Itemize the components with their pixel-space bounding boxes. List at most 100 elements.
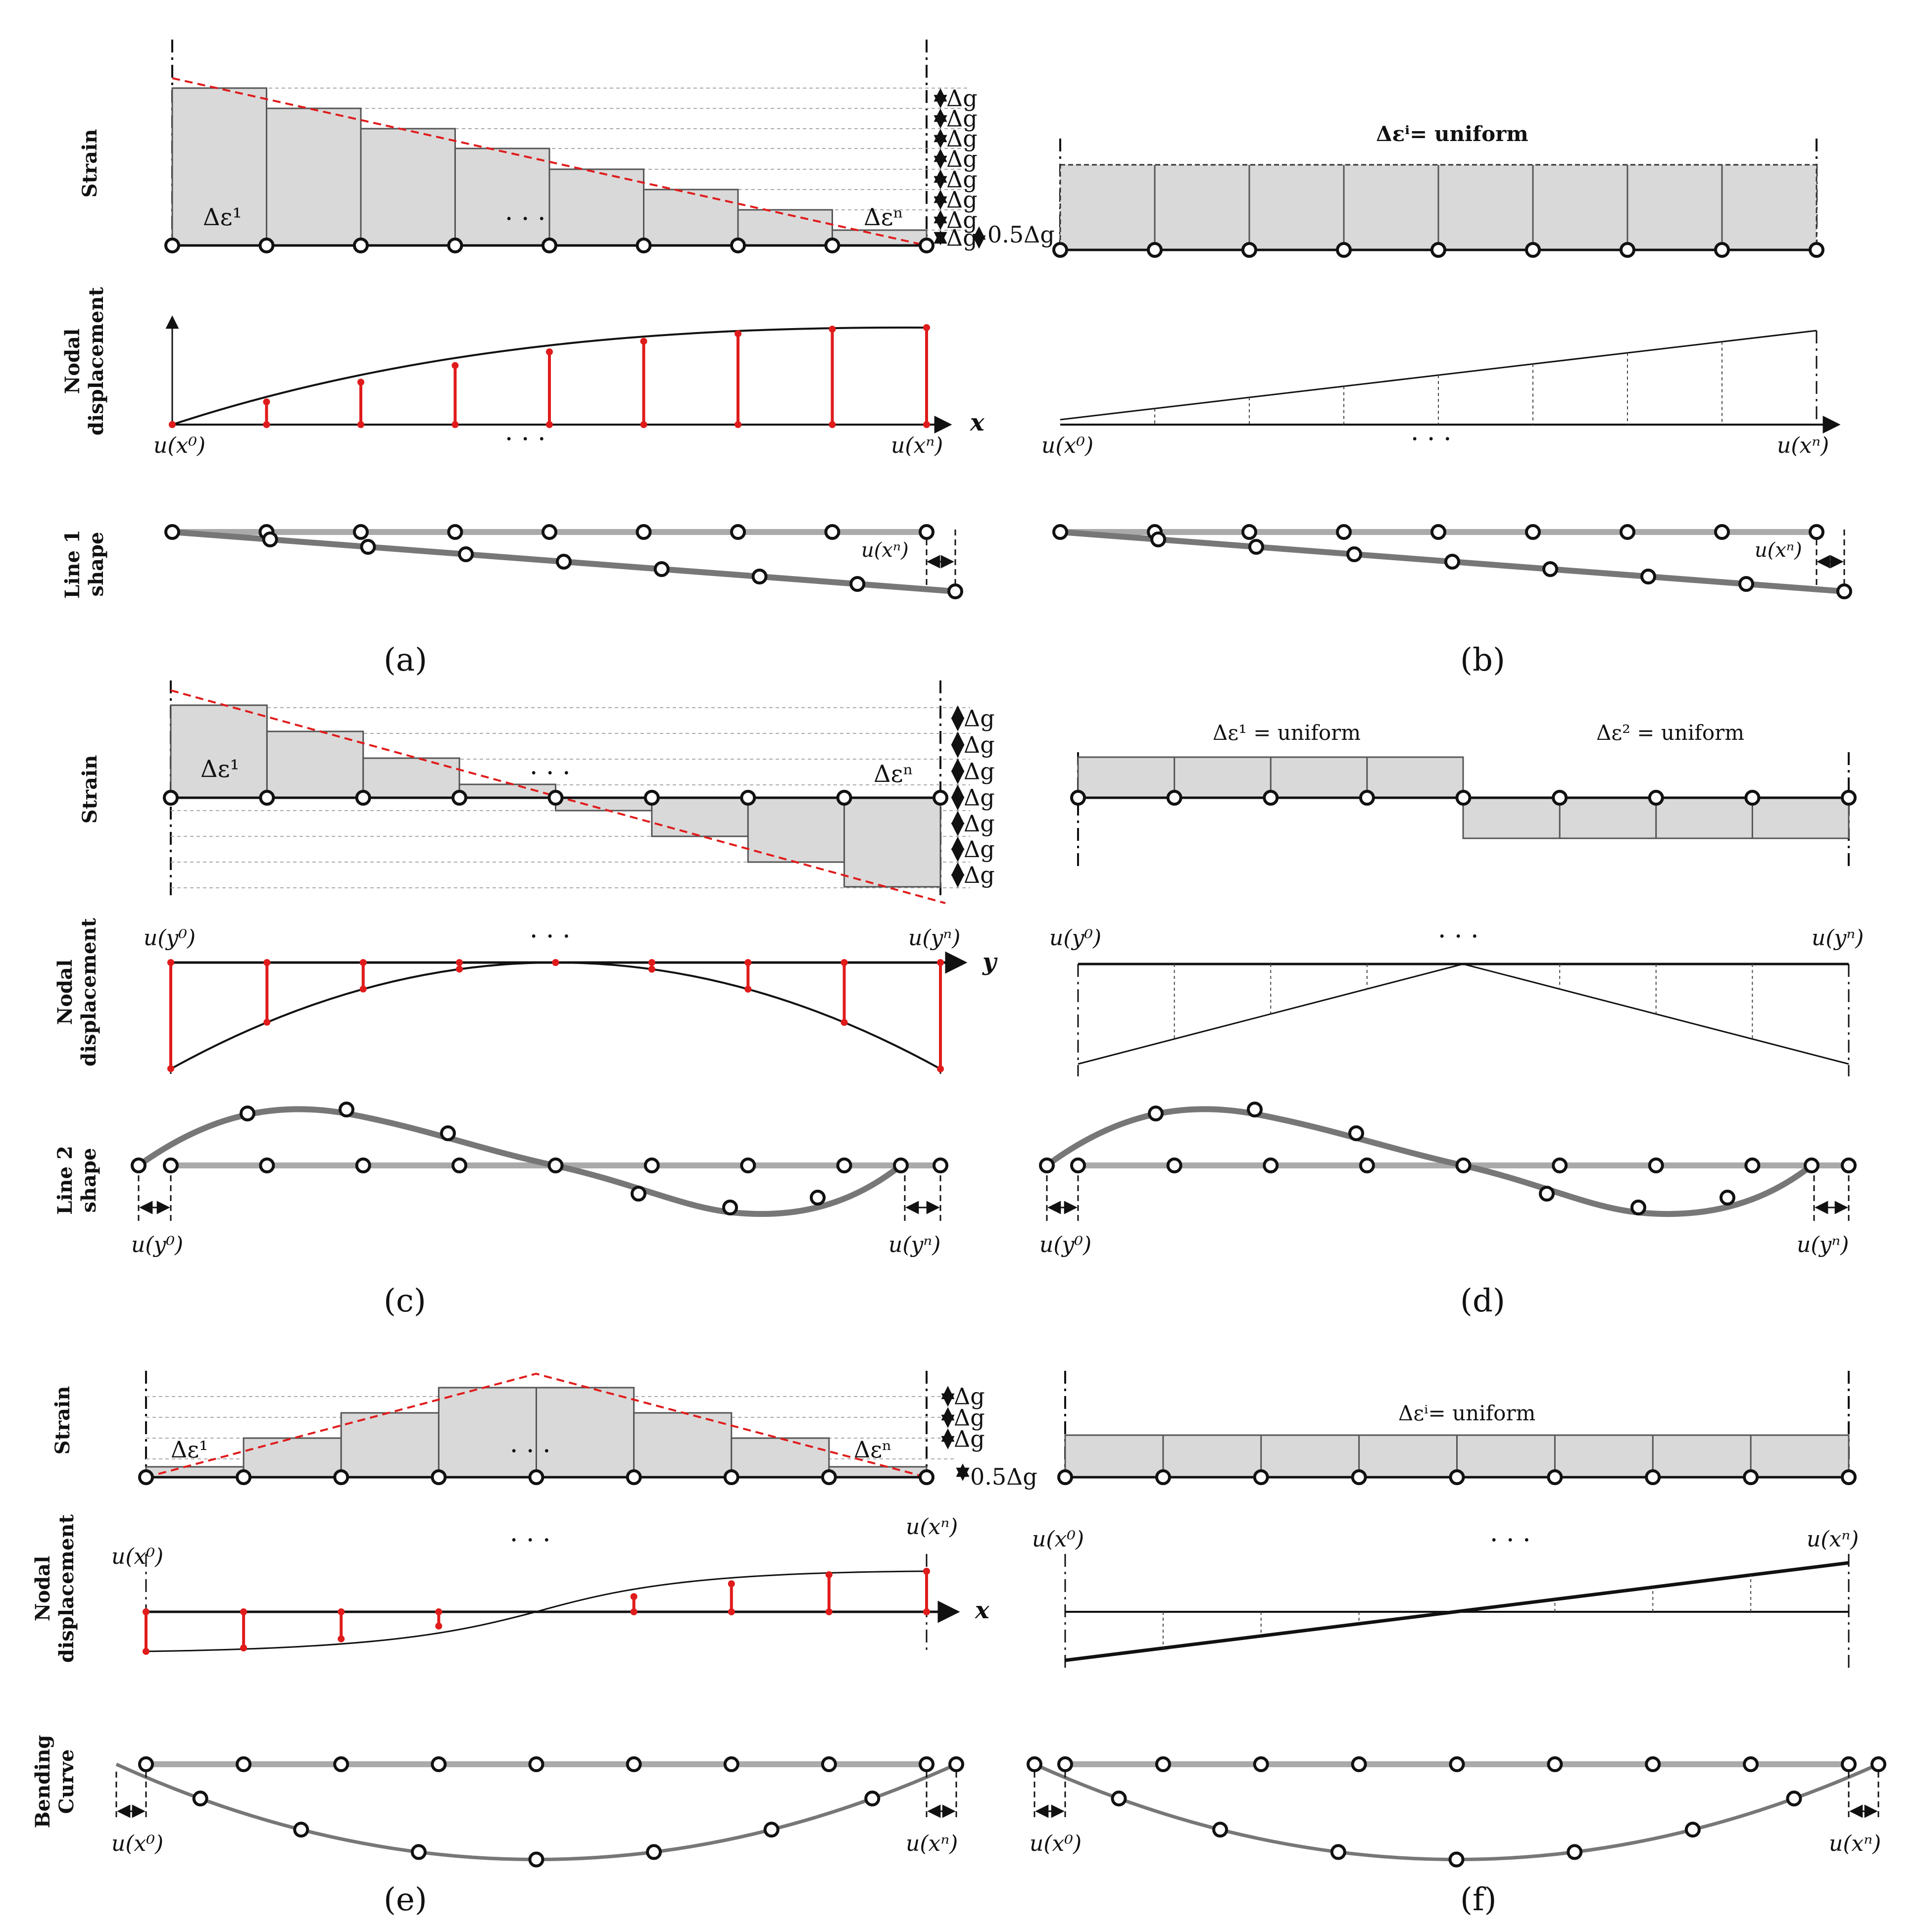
node-circle (723, 1469, 739, 1485)
node-circle (740, 790, 756, 806)
row-label-bending: Bending (31, 1735, 54, 1829)
stem-dot (829, 421, 836, 428)
bending-curve-f: u(x⁰) u(xⁿ) (1027, 1756, 1886, 1868)
u-yn-label: u(yⁿ) (888, 1232, 940, 1257)
node-circle (339, 1102, 354, 1117)
node-circle (353, 238, 369, 253)
node-circle (1057, 1756, 1073, 1772)
node-circle (933, 1158, 948, 1173)
stem-dot (451, 421, 459, 428)
node-circle (722, 1200, 738, 1215)
node-circle (849, 576, 866, 592)
row-label-shape: shape (85, 532, 108, 597)
strain-nodes (1052, 242, 1824, 258)
ellipsis: · · · (1411, 425, 1452, 454)
node-circle (947, 583, 963, 599)
line-shape-d: u(y⁰) u(yⁿ) (1039, 1102, 1857, 1257)
node-circle (1804, 1158, 1820, 1173)
node-circle (824, 238, 840, 253)
stem-dot (338, 1608, 345, 1615)
line-shape-b: u(xⁿ) (1052, 524, 1852, 599)
strain-bar (633, 1412, 733, 1478)
panel-d: Δε¹ = uniform Δε² = uniform u(y⁰) u(yⁿ) … (1039, 721, 1864, 1319)
node-circle (810, 1190, 826, 1206)
displacement-stems (169, 324, 930, 428)
node-circle (1430, 524, 1446, 540)
node-circle (1542, 561, 1558, 577)
strain-bar (747, 797, 845, 863)
panel-b: Δεⁱ= uniform u(x⁰) u(xⁿ) · · · u(xⁿ) (b) (1041, 122, 1852, 678)
node-circle (1836, 583, 1852, 599)
ellipsis: · · · (530, 922, 571, 952)
stem-dot (923, 1568, 930, 1575)
node-circle (528, 1851, 544, 1868)
node-circle (259, 1158, 275, 1173)
strain-bars (170, 704, 941, 888)
stem-dot (240, 1608, 247, 1615)
panel-label-e: (e) (384, 1882, 427, 1918)
row-label-nodal: Nodal (31, 1556, 54, 1621)
node-circle (528, 1756, 544, 1772)
node-circle (333, 1469, 349, 1485)
node-circle (1630, 1200, 1646, 1215)
delta-g-label: Δg (964, 731, 995, 758)
node-circle (1841, 790, 1857, 806)
node-circle (138, 1756, 154, 1772)
strain-bar (266, 107, 362, 246)
node-circle (1150, 531, 1166, 547)
node-circle (541, 524, 557, 540)
strain-nodes (1057, 1469, 1857, 1485)
node-circle (1744, 790, 1761, 806)
node-circle (1455, 1158, 1472, 1173)
strain-nodes (163, 790, 948, 806)
node-circle (293, 1822, 309, 1838)
node-circle (1070, 790, 1086, 806)
node-circle (1645, 1756, 1661, 1772)
node-circle (360, 539, 376, 555)
stem-dot (630, 1593, 638, 1600)
stem-dot (240, 1644, 247, 1652)
stem-dot (728, 1608, 735, 1615)
stem-dot (735, 421, 741, 428)
node-circle (262, 531, 278, 547)
u-xn-label: u(xⁿ) (1755, 539, 1802, 562)
node-circle (447, 238, 463, 253)
stem-dot (840, 1018, 848, 1026)
strain-plot-d: Δε¹ = uniform Δε² = uniform (1070, 721, 1857, 871)
uniform-strain-label: Δεⁱ= uniform (1398, 1401, 1535, 1425)
node-circle (1444, 554, 1460, 570)
u-xn-label: u(xⁿ) (891, 433, 943, 458)
node-circle (192, 1790, 208, 1807)
delta-g-label: Δg (954, 1426, 985, 1452)
node-circle (1640, 569, 1656, 584)
node-circle (1841, 1158, 1857, 1173)
node-circle (631, 1186, 646, 1202)
node-circle (164, 524, 180, 540)
displacement-plot-f: u(x⁰) u(xⁿ) · · · (1032, 1526, 1859, 1668)
row-label-strain: Strain (51, 1386, 74, 1455)
stem-dot (937, 1065, 944, 1072)
bending-curve-e: u(x⁰) u(xⁿ) (111, 1756, 964, 1868)
stem-dot (546, 421, 553, 428)
node-circle (1348, 1125, 1364, 1141)
node-circle (1720, 1190, 1735, 1206)
node-circle (1552, 1158, 1568, 1173)
node-circle (259, 790, 275, 806)
strain-bars (1154, 165, 1723, 250)
stem-dot (640, 338, 647, 345)
node-circle (1212, 1822, 1229, 1838)
u-y0-label: u(y⁰) (144, 925, 196, 951)
delta-g-label: Δg (946, 85, 978, 112)
node-circle (355, 790, 371, 806)
delta-g-label: Δg (954, 1383, 985, 1410)
strain-bar (145, 1466, 245, 1478)
strain-nodes (164, 238, 934, 253)
node-circle (1525, 524, 1541, 540)
node-circle (1253, 1469, 1269, 1485)
u-y0-label: u(y⁰) (1039, 1232, 1091, 1257)
stem-dot (167, 959, 174, 966)
row-labels: Strain Nodal displacement Line 1 shape S… (31, 129, 108, 1829)
displacement-plot-a: x u(x⁰) u(xⁿ) · · · (153, 315, 985, 458)
